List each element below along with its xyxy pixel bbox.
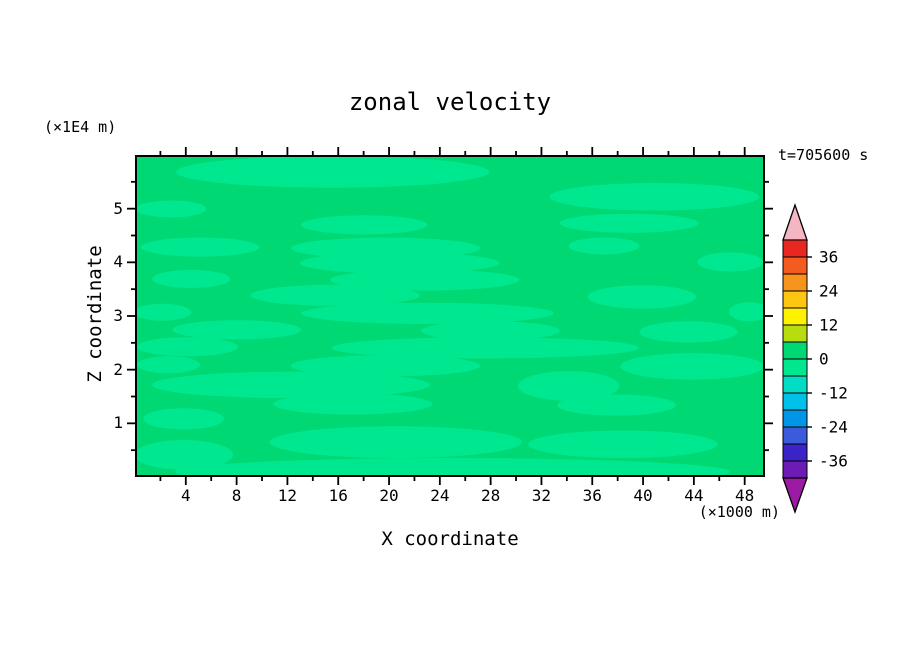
contour-blob bbox=[273, 393, 433, 415]
contour-blob bbox=[269, 426, 522, 459]
colorbar-segment bbox=[782, 375, 808, 394]
contour-field bbox=[137, 157, 763, 475]
contour-blob bbox=[137, 356, 201, 374]
time-annotation: t=705600 s bbox=[778, 146, 869, 164]
colorbar-segment bbox=[782, 324, 808, 343]
contour-blob bbox=[728, 302, 763, 322]
contour-blob bbox=[290, 355, 481, 377]
colorbar-label: -24 bbox=[819, 418, 848, 437]
x-tick-label: 12 bbox=[277, 486, 298, 505]
contour-blob bbox=[557, 394, 676, 416]
colorbar-segment bbox=[782, 358, 808, 377]
contour-blob bbox=[176, 157, 490, 188]
colorbar: 36 24 12 0 -12 -24 -36 bbox=[782, 202, 848, 514]
contour-blob bbox=[137, 200, 207, 218]
contour-blob bbox=[250, 284, 420, 306]
x-axis-title: X coordinate bbox=[381, 528, 519, 550]
y-tick-label: 5 bbox=[113, 198, 123, 218]
contour-blob bbox=[587, 285, 697, 309]
y-tick-label: 3 bbox=[113, 306, 123, 325]
colorbar-label: -36 bbox=[819, 452, 848, 471]
colorbar-segment bbox=[782, 256, 808, 275]
chart-title: zonal velocity bbox=[348, 88, 552, 116]
colorbar-segment bbox=[782, 409, 808, 428]
y-tick-label: 1 bbox=[113, 413, 123, 433]
colorbar-segment bbox=[782, 239, 808, 258]
contour-blob bbox=[639, 321, 738, 343]
contour-blob bbox=[301, 215, 428, 235]
colorbar-segment bbox=[782, 273, 808, 292]
contour-blob bbox=[140, 237, 260, 257]
contour-blob bbox=[137, 440, 233, 470]
contour-blob bbox=[518, 371, 620, 401]
x-tick-label: 36 bbox=[582, 486, 602, 505]
contour-blob bbox=[137, 303, 192, 321]
y-tick-label: 4 bbox=[113, 252, 123, 272]
colorbar-segment bbox=[782, 392, 808, 411]
contour-blob bbox=[420, 321, 560, 341]
colorbar-label: 12 bbox=[819, 316, 838, 335]
contour-blob bbox=[559, 213, 699, 233]
contour-blob bbox=[137, 337, 238, 357]
x-tick-label: 4 bbox=[180, 486, 191, 505]
contour-blob bbox=[697, 252, 763, 272]
x-tick-label: 44 bbox=[684, 486, 704, 505]
contour-blob bbox=[301, 302, 554, 324]
contour-plot-area bbox=[135, 155, 765, 477]
colorbar-segment bbox=[782, 290, 808, 309]
x-tick-label: 28 bbox=[481, 486, 501, 505]
y-tick-label: 2 bbox=[113, 359, 123, 379]
contour-blob bbox=[331, 337, 640, 359]
x-tick-label: 32 bbox=[531, 486, 552, 505]
contour-blob bbox=[172, 320, 302, 340]
contour-blob bbox=[549, 182, 760, 211]
x-tick-label: 40 bbox=[633, 486, 653, 505]
contour-blob bbox=[143, 408, 225, 430]
contour-blob bbox=[152, 269, 231, 288]
x-tick-label: 20 bbox=[379, 486, 399, 505]
x-tick-label: 24 bbox=[430, 486, 450, 505]
contour-blob bbox=[330, 269, 520, 291]
contour-blob bbox=[620, 353, 763, 380]
contour-blob bbox=[528, 430, 718, 459]
x-tick-label: 8 bbox=[231, 486, 242, 505]
colorbar-label: -12 bbox=[819, 384, 848, 403]
x-axis-units-label: (×1000 m) bbox=[698, 503, 780, 521]
colorbar-label: 0 bbox=[819, 350, 829, 369]
colorbar-segment bbox=[782, 426, 808, 445]
colorbar-segment bbox=[782, 341, 808, 360]
colorbar-label: 36 bbox=[819, 248, 838, 267]
colorbar-segment bbox=[782, 307, 808, 326]
contour-blob bbox=[299, 252, 500, 274]
contour-blob bbox=[568, 237, 640, 255]
x-tick-label: 16 bbox=[328, 486, 348, 505]
colorbar-segment bbox=[782, 443, 808, 462]
contour-blob bbox=[152, 371, 430, 399]
colorbar-segment bbox=[782, 460, 808, 479]
y-axis-units-label: (×1E4 m) bbox=[44, 118, 117, 136]
contour-blob bbox=[174, 458, 731, 475]
colorbar-label: 24 bbox=[819, 282, 838, 301]
x-tick-label: 48 bbox=[735, 486, 755, 505]
